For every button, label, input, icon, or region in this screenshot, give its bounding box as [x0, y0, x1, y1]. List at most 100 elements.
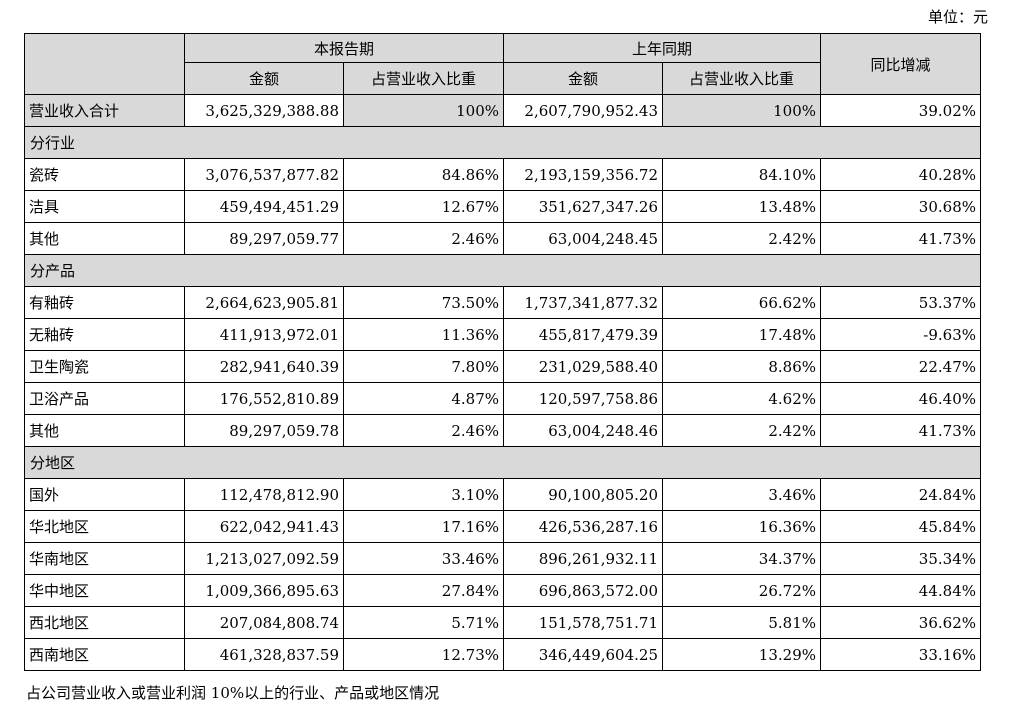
table-header: 本报告期 上年同期 同比增减 金额 占营业收入比重 金额 占营业收入比重: [24, 33, 981, 95]
yoy-cell: 35.34%: [820, 542, 981, 575]
header-prior-period: 上年同期: [503, 33, 821, 63]
footnote: 占公司营业收入或营业利润 10%以上的行业、产品或地区情况: [26, 684, 440, 702]
current-ratio-cell: 17.16%: [343, 510, 504, 543]
prior-ratio-cell: 66.62%: [662, 286, 821, 319]
yoy-cell: 24.84%: [820, 478, 981, 511]
row-label: 有釉砖: [24, 286, 185, 319]
table-row: 华北地区 622,042,941.43 17.16% 426,536,287.16 16…: [24, 510, 981, 543]
prior-amount-cell: 346,449,604.25: [503, 638, 663, 671]
row-label: 卫生陶瓷: [24, 350, 185, 383]
prior-ratio-cell: 4.62%: [662, 382, 821, 415]
current-ratio-cell: 100%: [343, 94, 504, 127]
row-label: 卫浴产品: [24, 382, 185, 415]
current-ratio-cell: 4.87%: [343, 382, 504, 415]
current-amount-cell: 2,664,623,905.81: [184, 286, 344, 319]
current-ratio-cell: 12.67%: [343, 190, 504, 223]
current-ratio-cell: 7.80%: [343, 350, 504, 383]
current-ratio-cell: 73.50%: [343, 286, 504, 319]
yoy-cell: 41.73%: [820, 414, 981, 447]
yoy-cell: -9.63%: [820, 318, 981, 351]
current-amount-cell: 1,213,027,092.59: [184, 542, 344, 575]
prior-amount-cell: 120,597,758.86: [503, 382, 663, 415]
yoy-cell: 39.02%: [820, 94, 981, 127]
prior-amount-cell: 2,193,159,356.72: [503, 158, 663, 191]
unit-label: 单位：元: [927, 8, 988, 26]
table-row: 华南地区 1,213,027,092.59 33.46% 896,261,932.11…: [24, 542, 981, 575]
row-label: 营业收入合计: [24, 94, 185, 127]
yoy-cell: 40.28%: [820, 158, 981, 191]
current-ratio-cell: 33.46%: [343, 542, 504, 575]
yoy-cell: 33.16%: [820, 638, 981, 671]
section-header-row: 分产品: [24, 254, 981, 287]
prior-ratio-cell: 5.81%: [662, 606, 821, 639]
row-label: 华中地区: [24, 574, 185, 607]
current-ratio-cell: 84.86%: [343, 158, 504, 191]
header-current-amount: 金额: [184, 62, 344, 95]
table-row: 华中地区 1,009,366,895.63 27.84% 696,863,572.00…: [24, 574, 981, 607]
prior-ratio-cell: 13.48%: [662, 190, 821, 223]
prior-amount-cell: 63,004,248.45: [503, 222, 663, 255]
row-label: 国外: [24, 478, 185, 511]
current-ratio-cell: 2.46%: [343, 222, 504, 255]
current-amount-cell: 89,297,059.78: [184, 414, 344, 447]
yoy-cell: 45.84%: [820, 510, 981, 543]
prior-amount-cell: 231,029,588.40: [503, 350, 663, 383]
current-ratio-cell: 27.84%: [343, 574, 504, 607]
section-title: 分产品: [24, 254, 981, 287]
prior-ratio-cell: 34.37%: [662, 542, 821, 575]
yoy-cell: 41.73%: [820, 222, 981, 255]
row-label: 西北地区: [24, 606, 185, 639]
prior-ratio-cell: 8.86%: [662, 350, 821, 383]
row-label: 洁具: [24, 190, 185, 223]
current-ratio-cell: 2.46%: [343, 414, 504, 447]
table-row: 国外 112,478,812.90 3.10% 90,100,805.20 3.46% 2…: [24, 478, 981, 511]
table-row: 西南地区 461,328,837.59 12.73% 346,449,604.25 13…: [24, 638, 981, 671]
prior-ratio-cell: 2.42%: [662, 222, 821, 255]
yoy-cell: 36.62%: [820, 606, 981, 639]
yoy-cell: 46.40%: [820, 382, 981, 415]
table-row: 洁具 459,494,451.29 12.67% 351,627,347.26 13.4…: [24, 190, 981, 223]
table-row: 其他 89,297,059.78 2.46% 63,004,248.46 2.42% 41…: [24, 414, 981, 447]
current-amount-cell: 3,625,329,388.88: [184, 94, 344, 127]
current-ratio-cell: 5.71%: [343, 606, 504, 639]
current-amount-cell: 3,076,537,877.82: [184, 158, 344, 191]
header-current-ratio: 占营业收入比重: [343, 62, 504, 95]
row-label: 华北地区: [24, 510, 185, 543]
prior-amount-cell: 151,578,751.71: [503, 606, 663, 639]
yoy-cell: 30.68%: [820, 190, 981, 223]
header-yoy: 同比增减: [820, 33, 981, 95]
table-row: 无釉砖 411,913,972.01 11.36% 455,817,479.39 17.…: [24, 318, 981, 351]
section-title: 分行业: [24, 126, 981, 159]
prior-amount-cell: 426,536,287.16: [503, 510, 663, 543]
header-prior-ratio: 占营业收入比重: [662, 62, 821, 95]
prior-ratio-cell: 100%: [662, 94, 821, 127]
total-row: 营业收入合计 3,625,329,388.88 100% 2,607,790,9…: [24, 94, 981, 127]
prior-amount-cell: 351,627,347.26: [503, 190, 663, 223]
yoy-cell: 44.84%: [820, 574, 981, 607]
section-header-row: 分行业: [24, 126, 981, 159]
prior-ratio-cell: 3.46%: [662, 478, 821, 511]
table-row: 西北地区 207,084,808.74 5.71% 151,578,751.71 5.8…: [24, 606, 981, 639]
revenue-table: 本报告期 上年同期 同比增减 金额 占营业收入比重 金额 占营业收入比重 营业收…: [24, 33, 981, 671]
table-body: 营业收入合计 3,625,329,388.88 100% 2,607,790,9…: [24, 94, 981, 671]
prior-ratio-cell: 84.10%: [662, 158, 821, 191]
row-label: 其他: [24, 414, 185, 447]
current-amount-cell: 622,042,941.43: [184, 510, 344, 543]
prior-amount-cell: 2,607,790,952.43: [503, 94, 663, 127]
current-ratio-cell: 3.10%: [343, 478, 504, 511]
prior-ratio-cell: 26.72%: [662, 574, 821, 607]
row-label: 无釉砖: [24, 318, 185, 351]
current-amount-cell: 89,297,059.77: [184, 222, 344, 255]
table-row: 其他 89,297,059.77 2.46% 63,004,248.45 2.42% 41…: [24, 222, 981, 255]
prior-amount-cell: 63,004,248.46: [503, 414, 663, 447]
row-label: 华南地区: [24, 542, 185, 575]
prior-ratio-cell: 17.48%: [662, 318, 821, 351]
yoy-cell: 53.37%: [820, 286, 981, 319]
section-title: 分地区: [24, 446, 981, 479]
current-ratio-cell: 11.36%: [343, 318, 504, 351]
current-amount-cell: 112,478,812.90: [184, 478, 344, 511]
prior-ratio-cell: 2.42%: [662, 414, 821, 447]
table-row: 卫浴产品 176,552,810.89 4.87% 120,597,758.86 4.6…: [24, 382, 981, 415]
current-amount-cell: 207,084,808.74: [184, 606, 344, 639]
row-label: 其他: [24, 222, 185, 255]
